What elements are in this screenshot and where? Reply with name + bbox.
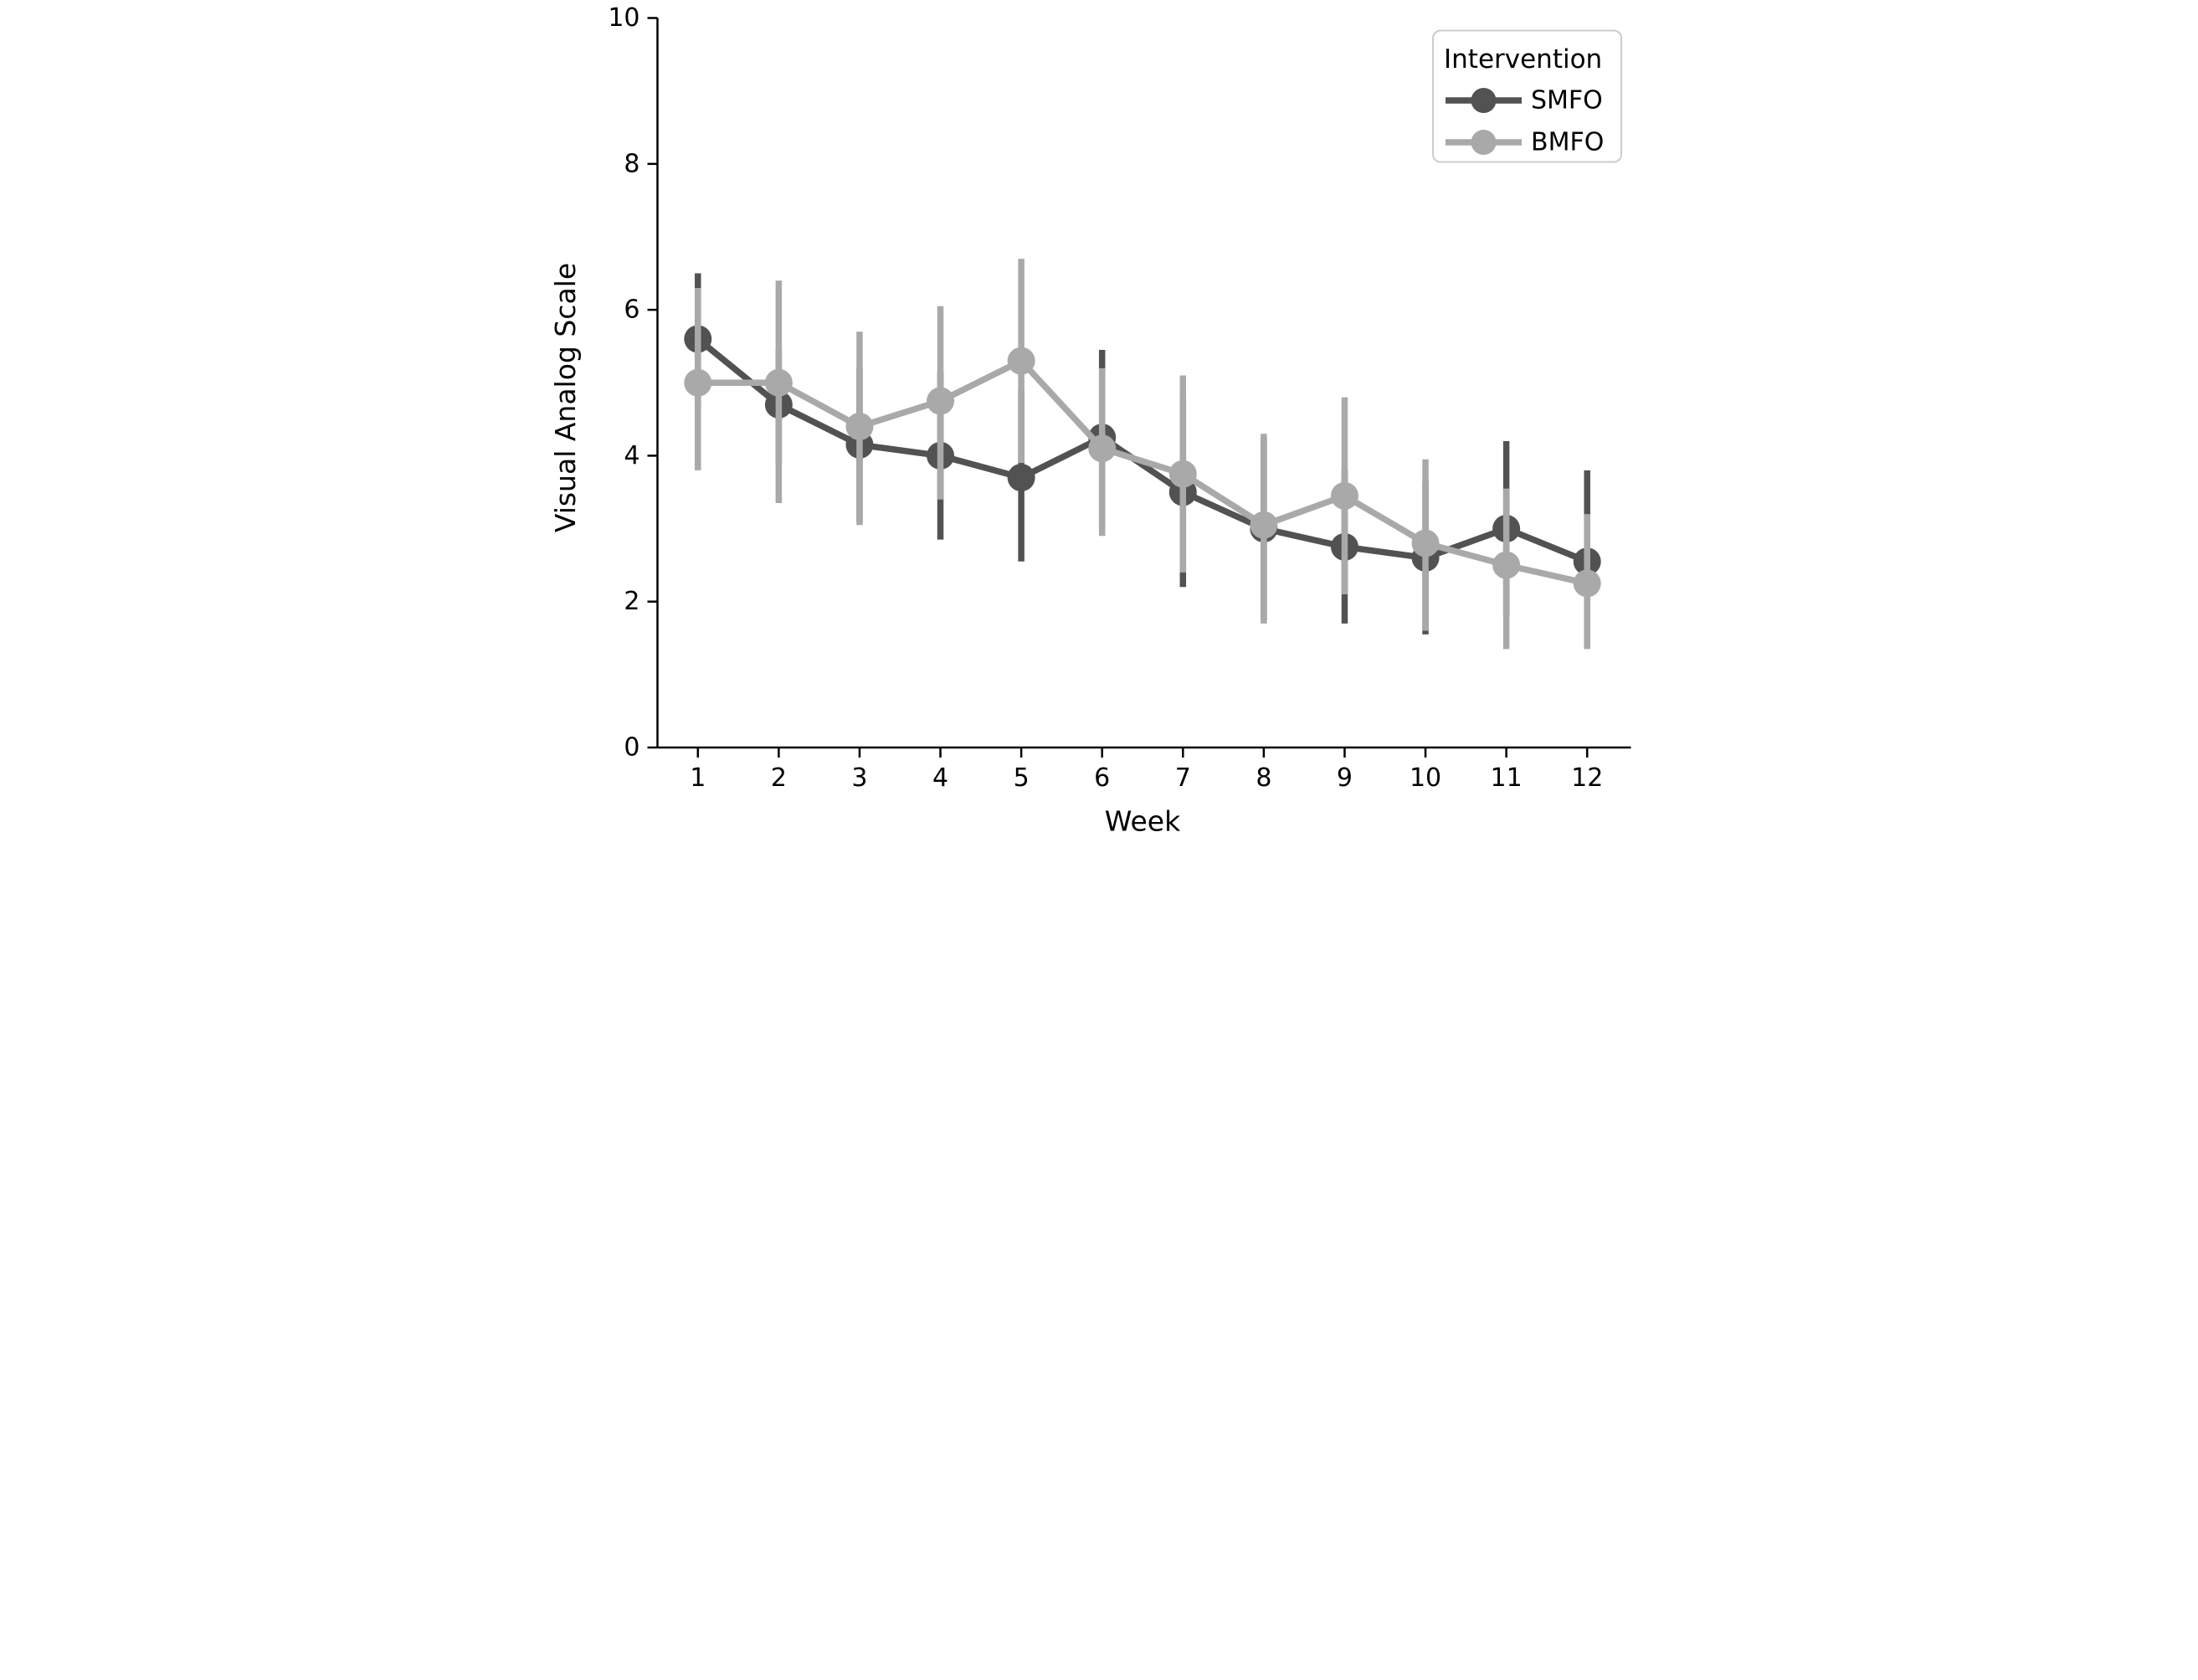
marker-bmfo bbox=[926, 387, 954, 415]
x-tick-label: 7 bbox=[1174, 763, 1190, 793]
x-tick-label: 1 bbox=[690, 763, 706, 793]
legend-title: Intervention bbox=[1444, 44, 1602, 74]
x-tick-label: 8 bbox=[1256, 763, 1271, 793]
x-tick-label: 10 bbox=[1409, 763, 1441, 793]
x-axis-label: Week bbox=[1104, 805, 1180, 838]
legend-box bbox=[1431, 29, 1622, 163]
marker-bmfo bbox=[1411, 529, 1440, 557]
marker-bmfo bbox=[1007, 347, 1035, 375]
legend-label-smfo: SMFO bbox=[1531, 86, 1603, 116]
line-smfo bbox=[695, 337, 1589, 565]
figure: 0 2 4 6 8 10 1 2 3 4 5 6 7 8 9 10 11 12 Week Visual Analo… bbox=[550, 0, 1649, 840]
legend-marker-dot bbox=[1471, 130, 1496, 155]
legend-marker-dot bbox=[1471, 88, 1496, 113]
y-tick-label: 6 bbox=[624, 295, 639, 325]
legend-label-bmfo: BMFO bbox=[1531, 128, 1604, 157]
marker-bmfo bbox=[1492, 551, 1520, 579]
legend-marker-bmfo bbox=[1445, 130, 1522, 155]
y-tick-label: 0 bbox=[624, 733, 639, 763]
marker-bmfo bbox=[1573, 569, 1601, 598]
x-tick-label: 3 bbox=[851, 763, 867, 793]
y-tick-label: 10 bbox=[608, 3, 639, 33]
marker-bmfo bbox=[1168, 460, 1197, 488]
marker-bmfo bbox=[1330, 481, 1358, 510]
marker-bmfo bbox=[845, 413, 873, 441]
marker-bmfo bbox=[1087, 434, 1116, 463]
x-tick-label: 6 bbox=[1094, 763, 1110, 793]
marker-bmfo bbox=[683, 368, 711, 397]
x-tick-label: 12 bbox=[1571, 763, 1603, 793]
marker-bmfo bbox=[764, 368, 793, 397]
series-bmfo bbox=[683, 259, 1601, 650]
y-tick-label: 2 bbox=[624, 587, 639, 616]
x-tick-label: 11 bbox=[1490, 763, 1522, 793]
series-layer bbox=[683, 259, 1601, 650]
legend: Intervention SMFO BMFO bbox=[1431, 29, 1622, 163]
marker-bmfo bbox=[1249, 511, 1277, 539]
legend-marker-smfo bbox=[1445, 88, 1522, 113]
y-axis-label: Visual Analog Scale bbox=[550, 263, 582, 532]
x-tick-label: 5 bbox=[1013, 763, 1029, 793]
x-tick-label: 9 bbox=[1336, 763, 1352, 793]
x-tick-label: 2 bbox=[770, 763, 786, 793]
x-tick-label: 4 bbox=[932, 763, 948, 793]
y-tick-label: 8 bbox=[624, 149, 639, 178]
y-tick-label: 4 bbox=[624, 441, 639, 470]
line-bmfo bbox=[697, 357, 1588, 587]
marker-smfo bbox=[1007, 464, 1035, 492]
